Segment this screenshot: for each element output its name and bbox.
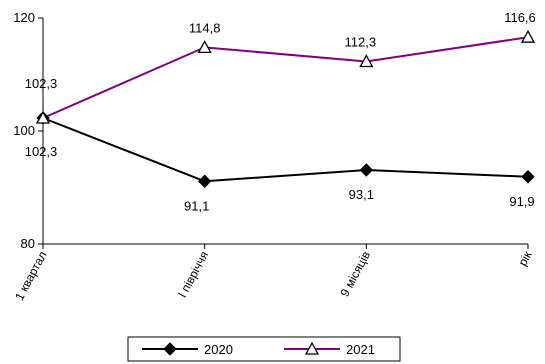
- marker-triangle: [197, 40, 212, 54]
- marker-triangle: [359, 54, 374, 68]
- y-tick-label: 120: [13, 10, 35, 25]
- markers: [35, 29, 536, 188]
- marker-triangle: [304, 341, 320, 355]
- marker-diamond: [163, 342, 177, 356]
- x-tick-label: 9 місяців: [337, 249, 373, 299]
- x-tick-label: рік: [515, 248, 535, 268]
- data-label: 91,1: [184, 198, 209, 213]
- marker-diamond: [359, 163, 374, 177]
- series-line-2021: [42, 36, 529, 119]
- marker-triangle: [520, 29, 536, 43]
- marker-diamond: [197, 174, 212, 188]
- data-labels: 102,3 91,1 93,1 91,9 102,3 114,8 112,3 116,6: [25, 10, 536, 213]
- legend-label-2020: 2020: [204, 342, 233, 357]
- series-line-2020: [42, 117, 529, 183]
- data-label: 102,3: [25, 76, 58, 91]
- y-tick-label: 100: [13, 123, 35, 138]
- data-label: 112,3: [345, 35, 377, 50]
- data-label: 116,6: [504, 10, 536, 25]
- series-lines: [42, 36, 529, 183]
- x-tick-label: І півріччя: [175, 249, 211, 300]
- marker-triangle: [35, 110, 51, 124]
- legend: 2020 2021: [127, 336, 401, 362]
- x-tick-label: 1 квартал: [12, 249, 50, 303]
- data-label: 91,9: [509, 194, 534, 209]
- marker-diamond: [521, 170, 535, 184]
- y-tick-label: 80: [21, 236, 35, 251]
- legend-label-2021: 2021: [346, 342, 375, 357]
- data-label: 102,3: [25, 144, 58, 159]
- data-label: 93,1: [349, 187, 374, 202]
- data-label: 114,8: [189, 20, 221, 35]
